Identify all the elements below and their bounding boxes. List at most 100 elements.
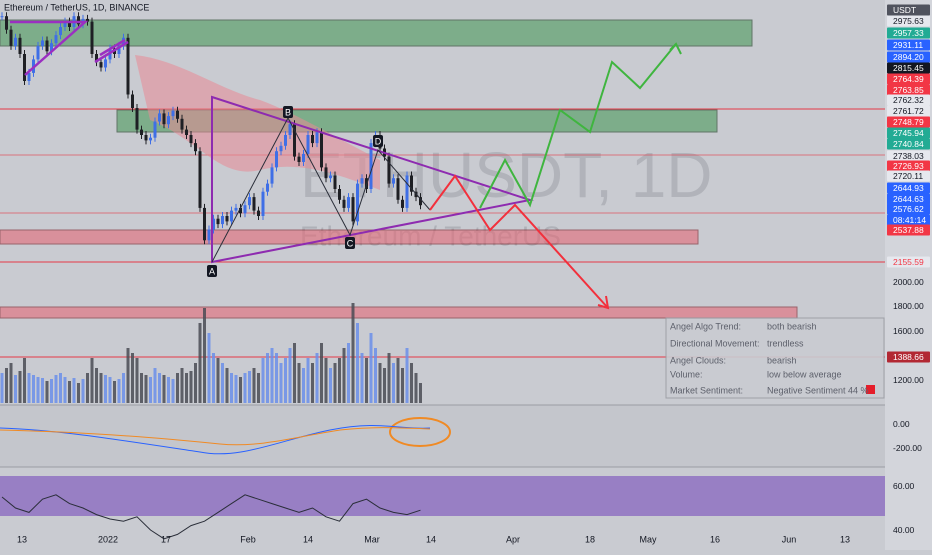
price-tag: 2815.45 <box>893 63 924 73</box>
price-tag-bg <box>887 182 930 194</box>
volume-bar <box>95 368 98 403</box>
arrow-head <box>597 295 610 310</box>
info-label: Angel Algo Trend: <box>670 321 741 331</box>
header-title: Ethereum / TetherUS, 1D, BINANCE <box>4 2 149 12</box>
price-tag: 2644.63 <box>893 194 924 204</box>
volume-bar <box>207 333 211 403</box>
volume-bar <box>41 378 44 403</box>
volume-bar <box>167 377 170 403</box>
x-label: 2022 <box>98 534 118 544</box>
point-box <box>207 265 217 277</box>
volume-bar <box>189 371 193 403</box>
candles <box>0 12 422 245</box>
price-tag: 2726.93 <box>893 161 924 171</box>
price-tag: 2576.62 <box>893 204 924 214</box>
wedges <box>10 20 129 76</box>
price-tag: 1600.00 <box>893 326 924 336</box>
x-label: 18 <box>585 534 595 544</box>
volume-bar <box>351 303 355 403</box>
price-tag: 1800.00 <box>893 301 924 311</box>
point-box <box>373 135 383 147</box>
x-label: 13 <box>840 534 850 544</box>
volume-bar <box>329 368 332 403</box>
point-labels: A B C D <box>207 106 383 277</box>
price-tag: 2720.11 <box>893 171 923 181</box>
volume-bar <box>315 353 319 403</box>
volume-bar <box>387 353 391 403</box>
price-tag: 2763.85 <box>893 85 924 95</box>
volume-bar <box>302 368 305 403</box>
volume-bar <box>9 363 13 403</box>
price-tag-bg <box>887 116 930 128</box>
price-tag-bg <box>887 256 930 268</box>
x-label: May <box>639 534 657 544</box>
abcd <box>211 116 431 263</box>
info-label: Market Sentiment: <box>670 385 743 395</box>
point-box <box>283 106 293 118</box>
price-tag-bg <box>887 84 930 96</box>
price-tag: 2894.20 <box>893 52 924 62</box>
volume-bar <box>23 358 26 403</box>
volume-bar <box>365 358 368 403</box>
volume-bar <box>162 375 166 403</box>
price-tag-bg <box>887 351 930 363</box>
volume-bar <box>113 381 116 403</box>
highlight <box>389 417 451 447</box>
volume-bar <box>63 377 67 403</box>
info-panel <box>665 317 885 399</box>
volume-bar <box>27 373 31 403</box>
volume-bar <box>153 368 157 403</box>
volume-bar <box>18 371 22 403</box>
volume <box>0 303 422 403</box>
volume-bar <box>50 379 53 403</box>
info-value: bearish <box>767 355 797 365</box>
price-tag: 0.00 <box>893 419 910 429</box>
volume-bar <box>158 373 161 403</box>
price-tag-bg <box>887 15 930 27</box>
volume-bar <box>257 373 260 403</box>
price-tag: 60.00 <box>893 481 915 491</box>
volume-bar <box>122 373 125 403</box>
volume-bar <box>86 373 89 403</box>
price-tag-bg <box>887 193 930 205</box>
price-tag: 2155.59 <box>893 257 924 267</box>
info-value: Negative Sentiment 44 % <box>767 385 869 395</box>
x-label: 14 <box>303 534 313 544</box>
volume-bar <box>270 348 274 403</box>
volume-bar <box>419 383 422 403</box>
point-box <box>345 237 355 249</box>
volume-bar <box>369 333 373 403</box>
bear-path <box>429 174 609 309</box>
volume-bar <box>405 348 409 403</box>
volume-bar <box>225 368 229 403</box>
volume-bar <box>135 358 139 403</box>
volume-bar <box>306 358 310 403</box>
volume-bar <box>288 348 292 403</box>
volume-bar <box>59 373 62 403</box>
volume-bar <box>275 353 278 403</box>
info-rows: Angel Algo Trend: both bearish Directional… <box>670 321 869 395</box>
price-tag-bg <box>887 94 930 106</box>
volume-bar <box>347 343 350 403</box>
price-tag: 1388.66 <box>893 352 924 362</box>
info-value: both bearish <box>767 321 817 331</box>
volume-bar <box>68 381 71 403</box>
info-label: Directional Movement: <box>670 338 760 348</box>
volume-bar <box>212 353 215 403</box>
zone <box>0 19 753 47</box>
price-tag: 2764.39 <box>893 74 924 84</box>
price-tag-bg <box>887 138 930 150</box>
volume-bar <box>230 373 233 403</box>
point-label: A <box>209 266 215 276</box>
price-tag: 08:41:14 <box>893 215 926 225</box>
volume-bar <box>261 358 265 403</box>
x-labels: 13 2022 17 Feb 14 Mar 14 Apr 18 May 16 Jun 13 <box>17 534 850 544</box>
volume-bar <box>32 375 35 403</box>
volume-bar <box>239 377 242 403</box>
x-label: 16 <box>710 534 720 544</box>
volume-bar <box>252 368 256 403</box>
volume-bar <box>338 358 341 403</box>
price-tag-bg <box>887 127 930 139</box>
price-tag-bg <box>887 27 930 39</box>
